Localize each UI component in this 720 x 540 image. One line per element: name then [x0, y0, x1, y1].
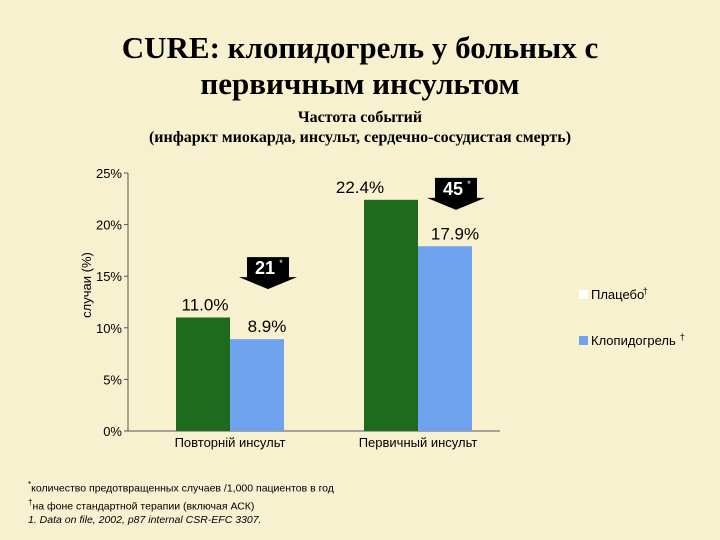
legend-swatch — [579, 336, 588, 345]
bar-value-label: 8.9% — [248, 317, 287, 336]
footnotes: *количество предотвращенных случаев /1,0… — [28, 478, 334, 527]
bar-placebo — [176, 317, 230, 431]
subtitle-line-2: (инфаркт миокарда, инсульт, сердечно-сос… — [148, 129, 572, 146]
y-tick-label: 10% — [96, 321, 122, 336]
legend-swatch — [579, 290, 588, 299]
reduction-value: 21 — [255, 258, 275, 278]
legend-entry: Клопидогрель — [591, 333, 676, 348]
x-category-label: Повторній инсульт — [175, 435, 286, 450]
legend-entry: Плацебо — [591, 287, 644, 302]
legend-entry-mark: † — [643, 286, 648, 296]
subtitle-line-1: Частота событий — [297, 109, 423, 126]
bar-clopidogrel — [230, 339, 284, 431]
x-category-label: Первичный инсульт — [359, 435, 478, 450]
reduction-value: 45 — [443, 179, 463, 199]
reduction-arrow-icon — [427, 177, 485, 210]
footnote-source: 1. Data on file, 2002, p87 internal CSR-… — [28, 514, 262, 526]
title-line-1: CURE: клопидогрель у больных с — [121, 30, 599, 65]
y-tick-label: 25% — [96, 166, 122, 181]
legend-entry-mark: † — [680, 332, 685, 342]
reduction-mark: * — [467, 179, 471, 189]
bar-clopidogrel — [418, 246, 472, 431]
reduction-arrow-icon — [239, 257, 297, 290]
slide-title: CURE: клопидогрель у больных с первичным… — [0, 30, 720, 102]
bar-value-label: 11.0% — [182, 295, 229, 314]
y-tick-label: 20% — [96, 218, 122, 233]
bar-value-label: 17.9% — [431, 224, 479, 243]
y-axis-label: случаи (%) — [79, 252, 94, 318]
bar-value-label: 22.4% — [336, 178, 384, 197]
y-tick-label: 0% — [103, 424, 122, 439]
footnote-2: †на фоне стандартной терапии (включая АС… — [28, 497, 255, 513]
chart-subtitle: Частота событий (инфаркт миокарда, инсул… — [0, 108, 720, 148]
y-tick-label: 5% — [103, 372, 122, 387]
title-line-2: первичным инсультом — [200, 66, 520, 101]
reduction-mark: * — [279, 258, 283, 268]
y-tick-label: 15% — [96, 269, 122, 284]
bar-placebo — [364, 199, 418, 431]
footnote-1: *количество предотвращенных случаев /1,0… — [28, 480, 334, 495]
